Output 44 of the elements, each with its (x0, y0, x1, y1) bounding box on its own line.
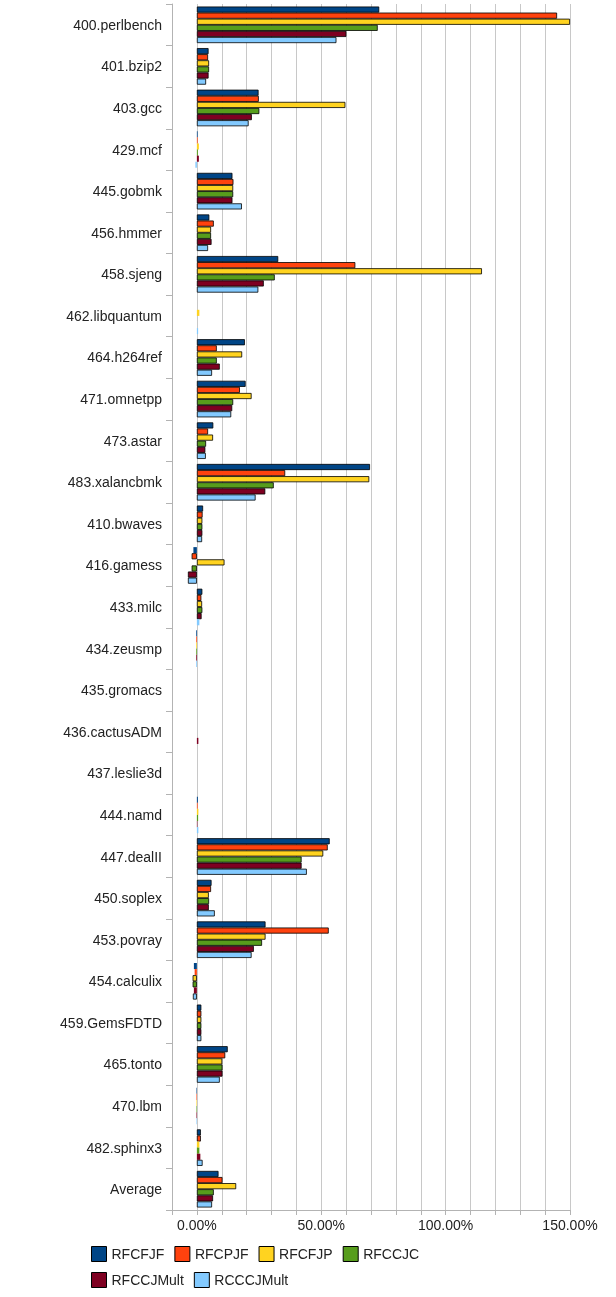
y-tick-label: 436.cactusADM (63, 723, 162, 740)
bar (193, 987, 197, 994)
y-tick-label: 450.soplex (94, 890, 162, 907)
y-tick-label: 473.astar (103, 432, 163, 449)
y-tick-label: 483.xalancbmk (67, 474, 163, 491)
x-tick-label: 50.00% (297, 1217, 345, 1233)
legend-label: RFCFJF (111, 1246, 165, 1262)
y-tick-label: 434.zeusmp (85, 640, 163, 657)
y-tick-label: 471.omnetpp (80, 391, 163, 408)
y-tick-label: 465.tonto (103, 1056, 163, 1073)
y-tick-label: Average (110, 1181, 163, 1198)
y-tick-label: 458.sjeng (101, 266, 162, 283)
legend-label: RFCPJF (194, 1246, 249, 1262)
y-tick-label: 456.hmmer (91, 224, 163, 241)
y-tick-label: 444.namd (99, 806, 162, 823)
legend-label: RFCCJC (363, 1246, 420, 1262)
y-tick-label: 470.lbm (112, 1098, 162, 1115)
legend-label: RFCFJP (279, 1246, 333, 1262)
legend-label: RCCCJMult (214, 1272, 289, 1288)
y-tick-label: 459.GemsFDTD (60, 1014, 162, 1031)
y-tick-label: 429.mcf (112, 141, 163, 158)
y-tick-label: 482.sphinx3 (86, 1139, 163, 1156)
y-tick-label: 401.bzip2 (101, 58, 163, 75)
x-tick-label: 150.00% (542, 1217, 598, 1233)
y-tick-label: 445.gobmk (92, 183, 163, 200)
x-tick-label: 100.00% (417, 1217, 474, 1233)
y-tick-label: 416.gamess (85, 557, 162, 574)
bar (193, 962, 197, 970)
y-tick-label: 435.gromacs (81, 682, 162, 699)
bar (193, 547, 197, 554)
y-tick-label: 403.gcc (112, 99, 162, 116)
legend-label: RFCCJMult (111, 1272, 184, 1288)
bar (196, 1159, 203, 1166)
bar (192, 993, 197, 1000)
y-tick-label: 464.h264ref (87, 349, 163, 366)
y-tick-label: 453.povray (92, 931, 162, 948)
y-tick-label: 447.dealII (100, 848, 162, 865)
y-tick-label: 437.leslie3d (87, 765, 162, 782)
y-tick-label: 454.calculix (88, 973, 162, 990)
y-tick-label: 400.perlbench (73, 16, 162, 33)
y-tick-label: 410.bwaves (87, 515, 162, 532)
y-tick-label: 462.libquantum (66, 307, 162, 324)
y-tick-label: 433.milc (109, 599, 162, 615)
x-tick-label: 0.00% (177, 1217, 217, 1233)
